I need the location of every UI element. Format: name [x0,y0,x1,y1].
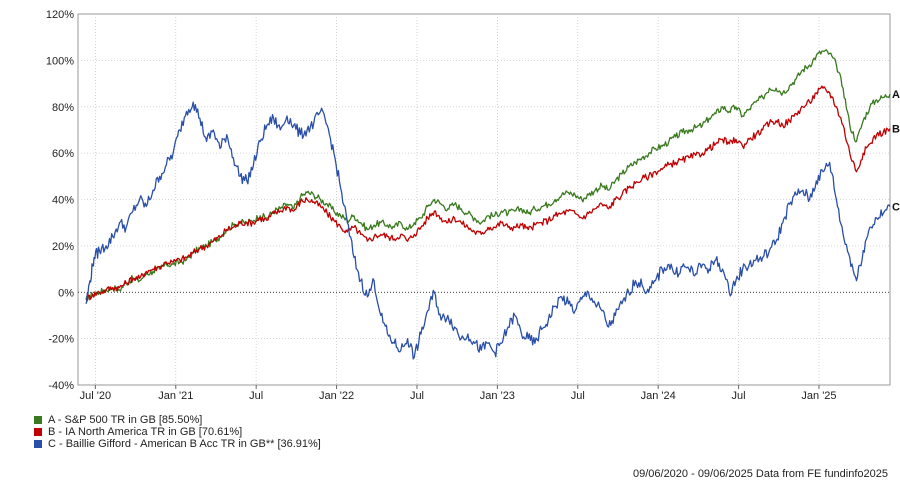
line-chart: -40% -20% 0% 20% 40% 60% 80% 100% 120% Jul '20 Ja… [46,9,900,402]
legend-label-b: B - IA North America TR in GB [70.61%] [48,426,243,438]
legend-label-c: C - Baillie Gifford - American B Acc TR … [48,438,321,450]
y-axis-ticks: -40% -20% 0% 20% 40% 60% 80% 100% 120% [46,9,74,392]
grid-lines [78,14,890,385]
x-tick-label: Jul [249,390,263,402]
y-tick-label: 0% [58,287,74,299]
x-tick-label: Jan '23 [480,390,515,402]
legend-label-a: A - S&P 500 TR in GB [85.50%] [48,414,203,426]
y-tick-label: 40% [52,195,74,207]
series-lines [85,49,891,360]
y-tick-label: 120% [46,9,74,21]
x-tick-label: Jan '22 [319,390,354,402]
y-tick-label: -40% [48,380,74,392]
legend-swatch-c [34,440,42,448]
legend: A - S&P 500 TR in GB [85.50%] B - IA Nor… [34,414,321,450]
y-tick-label: 100% [46,55,74,67]
series-end-label-c: C [892,202,900,214]
chart-footer: 09/06/2020 - 09/06/2025 Data from FE fun… [632,468,888,480]
x-tick-label: Jan '21 [158,390,193,402]
legend-item-b: B - IA North America TR in GB [70.61%] [34,426,321,438]
legend-item-c: C - Baillie Gifford - American B Acc TR … [34,438,321,450]
x-tick-label: Jul [571,390,585,402]
series-line-c [85,101,891,360]
series-end-labels: A B C [892,89,900,214]
x-tick-label: Jan '24 [641,390,676,402]
y-tick-label: -20% [48,334,74,346]
legend-swatch-a [34,416,42,424]
x-tick-label: Jul [410,390,424,402]
series-line-b [85,85,891,302]
x-tick-label: Jul '20 [80,390,111,402]
legend-swatch-b [34,428,42,436]
x-tick-label: Jan '25 [801,390,836,402]
x-tick-label: Jul [732,390,746,402]
x-axis-ticks: Jul '20 Jan '21 Jul Jan '22 Jul Jan '23 Jul Jan… [80,385,837,402]
series-end-label-a: A [892,89,900,101]
series-end-label-b: B [892,124,900,136]
legend-item-a: A - S&P 500 TR in GB [85.50%] [34,414,321,426]
y-tick-label: 80% [52,102,74,114]
y-tick-label: 20% [52,241,74,253]
y-tick-label: 60% [52,148,74,160]
